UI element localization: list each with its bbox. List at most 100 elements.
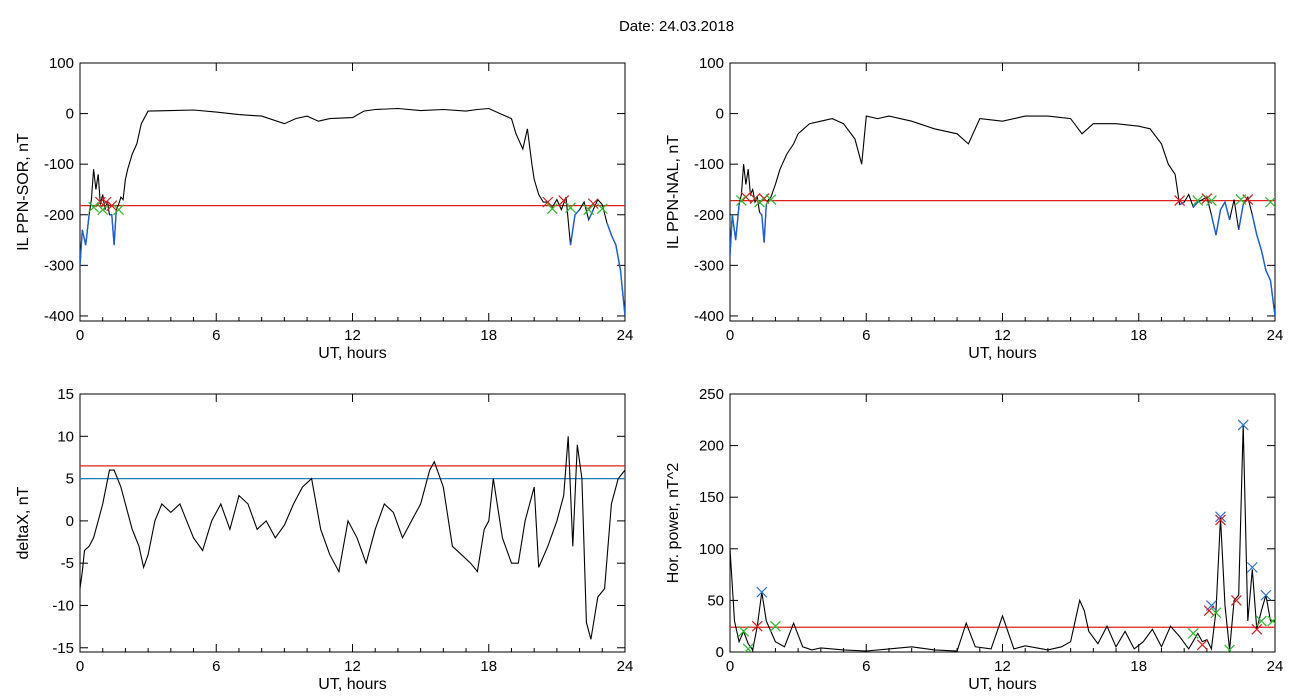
marker-red	[587, 198, 599, 210]
plot-area	[80, 436, 625, 640]
marker-red	[749, 193, 761, 205]
marker-blue	[756, 586, 768, 598]
y-tick-label: -15	[52, 640, 74, 657]
marker-green	[1192, 195, 1204, 207]
x-tick-label: 24	[1267, 327, 1284, 344]
y-tick-label: 100	[699, 541, 724, 558]
date-title: Date: 24.03.2018	[618, 18, 735, 35]
y-tick-label: 250	[699, 386, 724, 403]
x-tick-label: 0	[76, 327, 84, 344]
x-tick-label: 6	[862, 658, 870, 675]
marker-red	[1230, 594, 1242, 606]
y-tick-label: -200	[694, 207, 724, 224]
y-tick-label: 0	[66, 513, 74, 530]
y-tick-label: 100	[49, 55, 74, 72]
x-tick-label: 24	[1267, 658, 1284, 675]
marker-green	[88, 201, 100, 213]
y-tick-label: 10	[57, 428, 74, 445]
plot-frame	[79, 393, 626, 653]
y-tick-label: 15	[57, 386, 74, 403]
x-tick-label: 18	[1130, 327, 1147, 344]
series-line	[730, 424, 1275, 652]
plot-frame	[729, 393, 1276, 653]
chart-hor-power: 0 6 12 18 24 250 200 150 100 50 0 UT, hours Hor. pow…	[665, 386, 1283, 693]
y-tick-label: -100	[694, 156, 724, 173]
marker-blue	[1215, 511, 1226, 523]
marker-red	[1203, 605, 1215, 617]
series-line	[80, 107, 625, 316]
below-threshold-segment	[1210, 200, 1231, 236]
y-tick-label: 5	[66, 471, 74, 488]
x-tick-label: 6	[212, 658, 220, 675]
below-threshold-segment	[1238, 204, 1244, 231]
x-tick-label: 12	[344, 327, 361, 344]
marker-red	[751, 620, 763, 632]
marker-green	[738, 625, 750, 637]
x-tick-label: 12	[994, 658, 1011, 675]
y-tick-label: -300	[44, 257, 74, 274]
x-axis-label: UT, hours	[968, 676, 1036, 693]
marker-green	[754, 196, 765, 208]
x-tick-label: 18	[1130, 658, 1147, 675]
below-threshold-segment	[1192, 201, 1199, 208]
marker-green	[565, 202, 576, 214]
chart-il-nal: 0 6 12 18 24 100 0 -100 -200 -300 -400 UT, hours IL …	[665, 55, 1283, 362]
x-tick-label: 12	[344, 658, 361, 675]
below-threshold-segment	[588, 209, 594, 221]
x-tick-label: 12	[994, 327, 1011, 344]
x-tick-label: 24	[617, 327, 634, 344]
y-tick-label: 50	[707, 592, 724, 609]
marker-blue	[1237, 419, 1249, 431]
plot-frame	[729, 62, 1276, 322]
y-tick-label: -300	[694, 257, 724, 274]
x-axis-label: UT, hours	[318, 345, 386, 362]
below-threshold-segment	[606, 222, 625, 316]
x-axis-label: UT, hours	[318, 676, 386, 693]
marker-green	[1224, 644, 1236, 652]
below-threshold-segment	[1251, 214, 1275, 316]
y-tick-label: 0	[66, 106, 74, 123]
marker-red	[1196, 639, 1208, 651]
marker-blue	[1260, 589, 1272, 601]
y-tick-label: -10	[52, 597, 74, 614]
marker-red	[1215, 514, 1226, 526]
y-tick-label: 100	[699, 55, 724, 72]
marker-green	[1255, 615, 1267, 627]
x-axis-label: UT, hours	[968, 345, 1036, 362]
series-line	[730, 115, 1275, 316]
y-tick-label: -200	[44, 207, 74, 224]
plot-area	[730, 115, 1275, 316]
plot-frame	[79, 62, 626, 322]
marker-green	[1205, 195, 1217, 207]
marker-green	[1267, 615, 1275, 627]
y-axis-label: IL PPN-SOR, nT	[15, 133, 32, 251]
y-tick-label: 0	[716, 106, 724, 123]
marker-red	[740, 191, 752, 203]
y-axis-label: deltaX, nT	[15, 486, 32, 559]
marker-green	[1210, 607, 1222, 619]
marker-green	[596, 203, 608, 215]
y-tick-label: 0	[716, 644, 724, 661]
below-threshold-segment	[109, 209, 117, 246]
y-tick-label: 200	[699, 438, 724, 455]
marker-red	[100, 196, 112, 208]
y-axis-label: IL PPN-NAL, nT	[665, 135, 682, 249]
y-tick-label: -5	[61, 555, 74, 572]
x-tick-label: 0	[76, 658, 84, 675]
x-tick-label: 24	[617, 658, 634, 675]
x-tick-label: 6	[862, 327, 870, 344]
y-tick-label: -100	[44, 156, 74, 173]
marker-green	[742, 643, 754, 652]
marker-red	[758, 193, 770, 205]
y-axis-label: Hor. power, nT^2	[665, 463, 682, 584]
marker-green	[546, 203, 558, 215]
y-tick-label: 150	[699, 489, 724, 506]
marker-green	[1235, 194, 1247, 206]
marker-blue	[1246, 561, 1258, 573]
below-threshold-segment	[730, 204, 740, 256]
y-tick-label: -400	[44, 308, 74, 325]
plot-area	[80, 107, 625, 316]
below-threshold-segment	[80, 214, 90, 266]
marker-red	[95, 196, 106, 208]
marker-red	[106, 200, 118, 212]
